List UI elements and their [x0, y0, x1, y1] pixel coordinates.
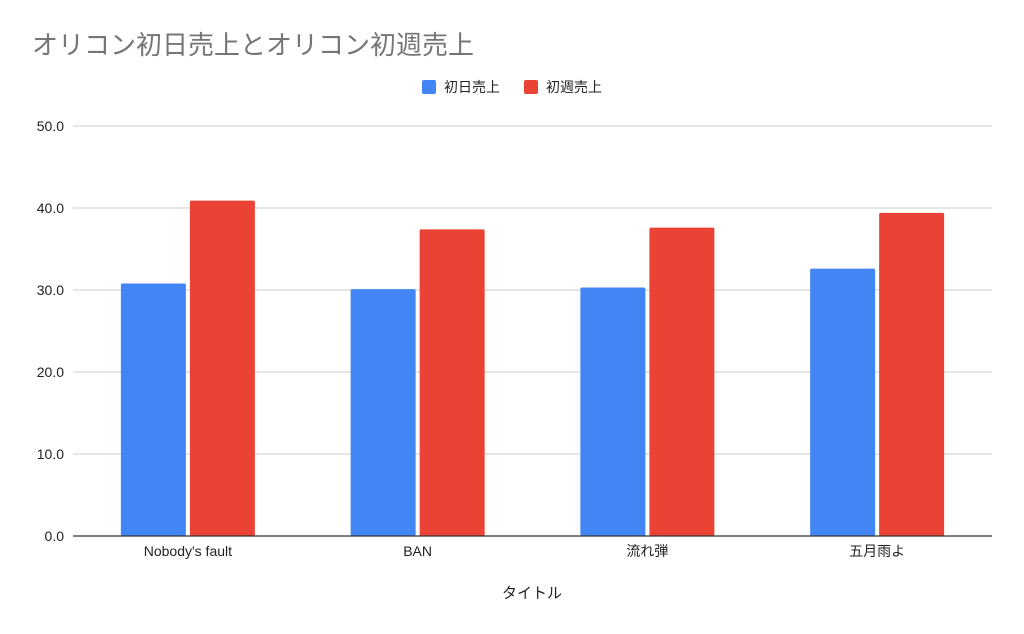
bar-first-day: [810, 268, 876, 536]
y-axis-ticks: 0.0 10.0 20.0 30.0 40.0 50.0: [37, 118, 64, 544]
bar-first-day: [350, 289, 416, 536]
bars: [120, 200, 945, 537]
bar-first-day: [580, 287, 646, 536]
x-tick-label: 流れ弾: [626, 543, 668, 559]
x-tick-label: Nobody's fault: [144, 543, 232, 559]
x-tick-label: 五月雨よ: [849, 543, 905, 559]
y-tick-label: 10.0: [37, 446, 64, 462]
x-axis-title: タイトル: [502, 584, 562, 602]
bar-first-week: [189, 200, 255, 536]
x-tick-label: BAN: [403, 543, 432, 559]
y-tick-label: 30.0: [37, 282, 64, 298]
legend-item: 初週売上: [524, 79, 602, 96]
legend-label: 初日売上: [444, 79, 500, 96]
legend-label: 初週売上: [546, 79, 602, 96]
y-tick-label: 40.0: [37, 200, 64, 216]
legend-item: 初日売上: [422, 79, 500, 96]
y-tick-label: 50.0: [37, 118, 64, 134]
bar-first-week: [419, 229, 485, 536]
y-tick-label: 0.0: [45, 528, 65, 544]
bar-first-day: [120, 283, 186, 536]
chart-title: オリコン初日売上とオリコン初週売上: [32, 31, 474, 61]
bar-first-week: [879, 212, 945, 537]
bar-first-week: [649, 227, 715, 536]
legend-swatch: [524, 80, 538, 94]
legend-swatch: [422, 80, 436, 94]
legend: 初日売上 初週売上: [422, 79, 602, 96]
y-tick-label: 20.0: [37, 364, 64, 380]
x-axis-ticks: Nobody's fault BAN 流れ弾 五月雨よ: [144, 543, 905, 559]
